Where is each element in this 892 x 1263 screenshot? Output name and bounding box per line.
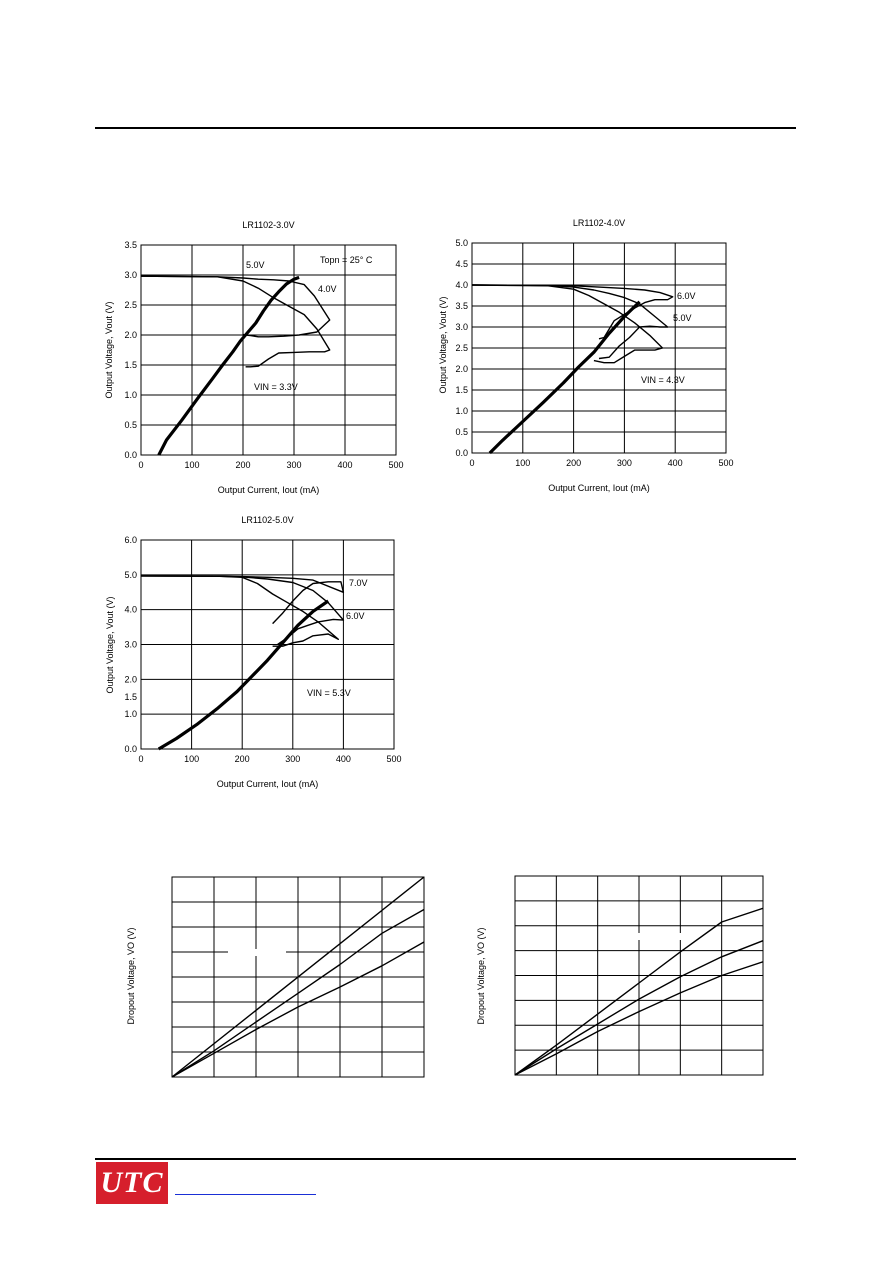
series-line [140,275,331,338]
chart-annotation: 7.0V [349,578,368,588]
chart-annotation: 6.0V [677,291,696,301]
chart-title: LR1102-3.0V [242,220,294,230]
chart-3: LR1102-5.0V 0 100 200 300 400 500 0.0 1.0 2.0 3.0 4… [105,515,402,789]
chart-title: LR1102-5.0V [241,515,293,525]
plot-frame [171,876,425,1078]
chart-annotation: VIN = 4.3V [641,375,685,385]
series-line [171,941,425,1078]
y-tick-label: 2.0 [124,674,137,684]
series-line [171,908,425,1078]
x-tick-label: 500 [386,754,401,764]
chart-annotation: 6.0V [346,611,365,621]
y-tick-label: 0.0 [124,744,137,754]
chart-annotation: 5.0V [246,260,265,270]
x-tick-label: 0 [138,754,143,764]
x-tick-label: 0 [138,460,143,470]
legend-mask [228,949,286,956]
y-tick-label: 3.5 [124,240,137,250]
y-tick-label: 3.5 [455,301,468,311]
series-line [514,907,764,1076]
y-tick-label: 4.0 [455,280,468,290]
x-tick-label: 100 [515,458,530,468]
series-line [514,961,764,1076]
plot-frame [514,875,764,1076]
y-tick-label: 3.0 [455,322,468,332]
y-tick-label: 1.5 [124,692,137,702]
y-axis-label: Output Voltage, Vout (V) [438,296,448,393]
y-tick-label: 3.0 [124,270,137,280]
y-axis-label: Output Voltage, Vout (V) [105,596,115,693]
y-tick-label: 1.0 [455,406,468,416]
y-tick-label: 1.0 [124,709,137,719]
x-tick-label: 400 [337,460,352,470]
chart-annotation: VIN = 5.3V [307,688,351,698]
y-tick-label: 4.5 [455,259,468,269]
plot-frame [140,244,397,456]
y-axis-label: Dropout Voltage, VO (V) [126,927,136,1024]
y-tick-label: 0.5 [124,420,137,430]
chart-4: Dropout Voltage, VO (V) [126,876,425,1078]
y-tick-label: 6.0 [124,535,137,545]
plot-frame [140,539,395,750]
y-tick-label: 2.5 [124,300,137,310]
y-tick-label: 0.0 [124,450,137,460]
x-tick-label: 500 [718,458,733,468]
x-axis-label: Output Current, Iout (mA) [218,485,320,495]
series-line [140,575,345,646]
series-line [171,876,425,1078]
x-tick-label: 400 [668,458,683,468]
series-line [471,284,664,364]
utc-logo [96,1162,168,1204]
series-line [157,275,300,456]
y-tick-label: 1.5 [124,360,137,370]
chart-title: LR1102-4.0V [573,218,625,228]
x-tick-label: 200 [235,460,250,470]
x-tick-label: 400 [336,754,351,764]
series-line [140,575,339,647]
y-tick-label: 5.0 [124,570,137,580]
chart-annotation: VIN = 3.3V [254,382,298,392]
series-line [471,284,674,340]
chart-annotation: 5.0V [673,313,692,323]
y-tick-label: 1.5 [455,385,468,395]
utc-logo-text: UTC [100,1166,164,1199]
x-tick-label: 300 [286,460,301,470]
x-tick-label: 200 [566,458,581,468]
chart-2: LR1102-4.0V 0 100 200 300 400 500 0.0 0.5 1.0 1.5 2… [438,218,734,493]
website-link[interactable] [175,1194,316,1195]
x-tick-label: 200 [235,754,250,764]
x-tick-label: 300 [285,754,300,764]
series-line [471,284,669,360]
x-tick-label: 0 [469,458,474,468]
x-tick-label: 300 [617,458,632,468]
chart-1: LR1102-3.0V 0 100 200 300 400 500 0.0 0.5 1.0 1.5 2… [104,220,404,495]
series-line [140,275,331,368]
legend-mask [637,933,685,940]
y-tick-label: 0.5 [455,427,468,437]
plot-frame [471,242,727,454]
chart-annotation: 4.0V [318,284,337,294]
x-tick-label: 100 [184,754,199,764]
series-line [157,599,330,751]
x-axis-label: Output Current, Iout (mA) [548,483,650,493]
y-tick-label: 0.0 [455,448,468,458]
series-line [514,940,764,1076]
y-axis-label: Dropout Voltage, VO (V) [476,927,486,1024]
y-axis-label: Output Voltage, Vout (V) [104,301,114,398]
y-tick-label: 3.0 [124,640,137,650]
y-tick-label: 5.0 [455,238,468,248]
y-tick-label: 2.0 [124,330,137,340]
series-line [488,300,641,455]
x-axis-label: Output Current, Iout (mA) [217,779,319,789]
y-tick-label: 2.5 [455,343,468,353]
x-tick-label: 500 [388,460,403,470]
y-tick-label: 2.0 [455,364,468,374]
y-tick-label: 4.0 [124,605,137,615]
chart-annotation: Topn = 25° C [320,255,373,265]
y-tick-label: 1.0 [124,390,137,400]
chart-5: Dropout Voltage, VO (V) [476,875,764,1076]
x-tick-label: 100 [184,460,199,470]
